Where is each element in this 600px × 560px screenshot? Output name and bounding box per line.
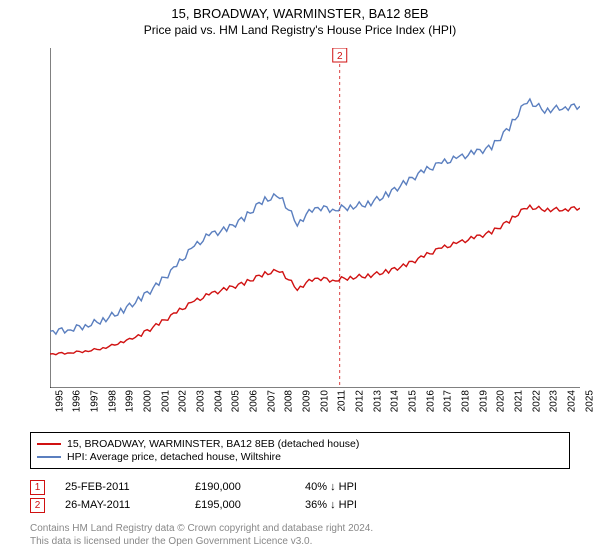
x-tick-label: 2016	[425, 390, 436, 412]
sale-table: 1 25-FEB-2011 £190,000 40% ↓ HPI 2 26-MA…	[30, 478, 570, 514]
x-tick-label: 1997	[89, 390, 100, 412]
x-axis-labels: 1995 1996 1997 1998 1999 2000 2001 2002 2003 2004…	[50, 388, 580, 428]
legend-label: 15, BROADWAY, WARMINSTER, BA12 8EB (deta…	[67, 438, 359, 450]
x-tick-label: 2002	[178, 390, 189, 412]
chart-container: 15, BROADWAY, WARMINSTER, BA12 8EB Price…	[0, 0, 600, 560]
x-tick-label: 2006	[248, 390, 259, 412]
x-tick-label: 2021	[513, 390, 524, 412]
footnote-line: This data is licensed under the Open Gov…	[30, 536, 312, 547]
legend-item: HPI: Average price, detached house, Wilt…	[37, 451, 563, 463]
chart-title: 15, BROADWAY, WARMINSTER, BA12 8EB	[0, 0, 600, 21]
x-tick-label: 2020	[496, 390, 507, 412]
sale-price: £195,000	[195, 499, 305, 511]
legend-swatch	[37, 443, 61, 445]
x-tick-label: 2023	[549, 390, 560, 412]
sale-row: 1 25-FEB-2011 £190,000 40% ↓ HPI	[30, 478, 570, 496]
sale-delta: 36% ↓ HPI	[305, 499, 425, 511]
footnote: Contains HM Land Registry data © Crown c…	[30, 522, 570, 548]
sale-delta: 40% ↓ HPI	[305, 481, 425, 493]
x-tick-label: 2000	[142, 390, 153, 412]
x-tick-label: 2014	[390, 390, 401, 412]
sale-date: 25-FEB-2011	[65, 481, 195, 493]
x-tick-label: 2015	[407, 390, 418, 412]
x-tick-label: 2017	[443, 390, 454, 412]
x-tick-label: 2012	[354, 390, 365, 412]
x-tick-label: 2005	[231, 390, 242, 412]
x-tick-label: 2018	[460, 390, 471, 412]
x-tick-label: 1998	[107, 390, 118, 412]
x-tick-label: 2003	[195, 390, 206, 412]
x-tick-label: 2011	[337, 390, 348, 412]
legend-swatch	[37, 456, 61, 458]
sale-marker: 2	[30, 498, 45, 513]
sale-marker: 1	[30, 480, 45, 495]
sale-row: 2 26-MAY-2011 £195,000 36% ↓ HPI	[30, 496, 570, 514]
legend: 15, BROADWAY, WARMINSTER, BA12 8EB (deta…	[30, 432, 570, 469]
x-tick-label: 2001	[160, 390, 171, 412]
x-tick-label: 2024	[566, 390, 577, 412]
x-tick-label: 2007	[266, 390, 277, 412]
plot-area: £0£50K£100K£150K£200K£250K£300K£350K£400…	[50, 48, 580, 388]
x-tick-label: 2013	[372, 390, 383, 412]
sale-price: £190,000	[195, 481, 305, 493]
x-tick-label: 2008	[284, 390, 295, 412]
x-tick-label: 2004	[213, 390, 224, 412]
x-tick-label: 2022	[531, 390, 542, 412]
x-tick-label: 2009	[301, 390, 312, 412]
x-tick-label: 1996	[72, 390, 83, 412]
x-tick-label: 1995	[54, 390, 65, 412]
svg-text:2: 2	[337, 51, 343, 62]
x-tick-label: 2019	[478, 390, 489, 412]
x-tick-label: 1999	[125, 390, 136, 412]
x-tick-label: 2010	[319, 390, 330, 412]
legend-item: 15, BROADWAY, WARMINSTER, BA12 8EB (deta…	[37, 438, 563, 450]
x-tick-label: 2025	[584, 390, 595, 412]
legend-label: HPI: Average price, detached house, Wilt…	[67, 451, 281, 463]
footnote-line: Contains HM Land Registry data © Crown c…	[30, 523, 373, 534]
sale-date: 26-MAY-2011	[65, 499, 195, 511]
chart-subtitle: Price paid vs. HM Land Registry's House …	[0, 21, 600, 37]
plot-svg: £0£50K£100K£150K£200K£250K£300K£350K£400…	[50, 48, 580, 388]
